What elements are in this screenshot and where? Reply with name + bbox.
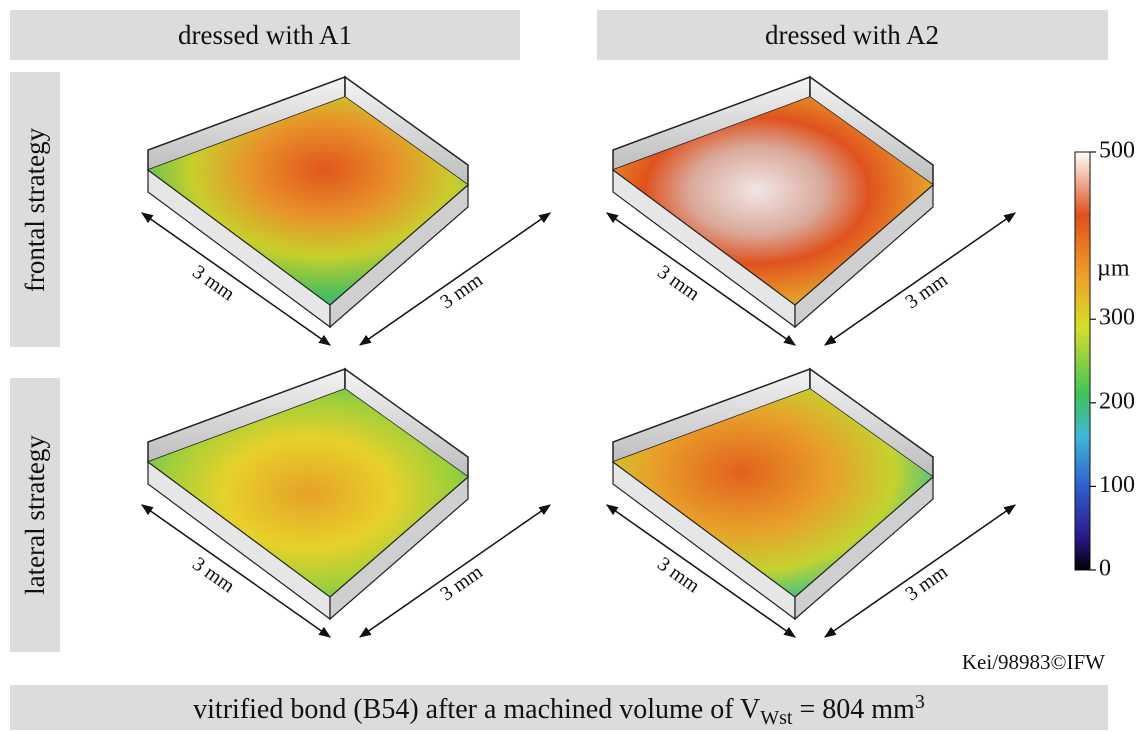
column-header-box [10, 10, 520, 60]
dimension-label: 3 mm [653, 261, 704, 306]
dimension-arrow [141, 504, 331, 638]
dimension-arrow [359, 504, 551, 638]
dimension-label: 3 mm [436, 269, 487, 314]
colorbar-tick-label: 500 [1099, 138, 1135, 164]
dimension-arrow [824, 212, 1016, 346]
dimension-label: 3 mm [901, 269, 952, 314]
colorbar-tick-label: 100 [1099, 472, 1135, 498]
colorbar-tick-label: 300 [1099, 305, 1135, 331]
credit: Kei/98983©IFW [962, 650, 1105, 674]
column-header-box [597, 10, 1108, 60]
dimension-label: 3 mm [901, 561, 952, 606]
column-header: dressed with A2 [765, 20, 939, 50]
row-header: lateral strategy [20, 435, 50, 595]
surface-panel: 3 mm 3 mm [141, 75, 551, 346]
colorbar-unit: µm [1097, 256, 1130, 282]
back-wall [809, 367, 934, 479]
caption-box [10, 685, 1108, 730]
row-header: frontal strategy [20, 127, 50, 292]
colorbar-tick-label: 200 [1099, 388, 1135, 414]
caption-text: = 804 mm [792, 694, 915, 725]
dimension-arrow [359, 212, 551, 346]
surface-panel: 3 mm 3 mm [606, 367, 1016, 638]
caption-subscript: Wst [760, 707, 793, 729]
caption-text: vitrified bond (B54) after a machined vo… [193, 694, 760, 725]
dimension-arrow [824, 504, 1016, 638]
surface-panel: 3 mm 3 mm [606, 75, 1016, 346]
colorbar-tick-label: 0 [1099, 556, 1111, 582]
row-header-box [10, 378, 60, 652]
surface-panel: 3 mm 3 mm [141, 367, 551, 638]
caption: vitrified bond (B54) after a machined vo… [193, 691, 925, 729]
back-wall [344, 367, 469, 479]
caption-superscript: 3 [915, 691, 925, 713]
dimension-label: 3 mm [188, 261, 239, 306]
colorbar [1074, 151, 1091, 571]
row-header-box [10, 72, 60, 347]
dimension-label: 3 mm [188, 553, 239, 598]
dimension-label: 3 mm [653, 553, 704, 598]
dimension-arrow [606, 504, 796, 638]
dimension-arrow [606, 212, 796, 346]
column-header: dressed with A1 [178, 20, 352, 50]
dimension-arrow [141, 212, 331, 346]
dimension-label: 3 mm [436, 561, 487, 606]
